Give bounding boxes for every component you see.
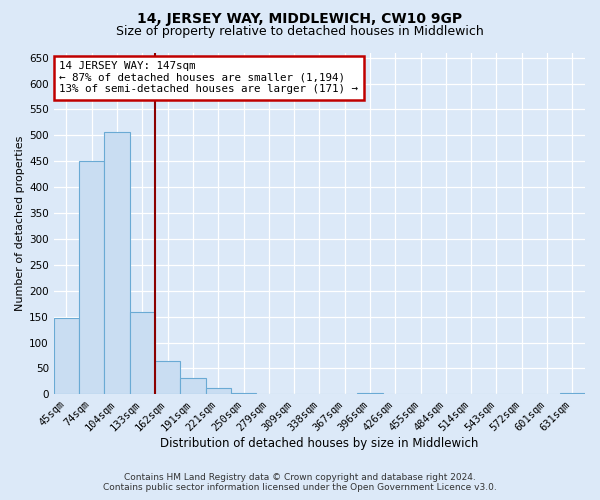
Bar [206, 388, 231, 394]
Bar [180, 378, 206, 394]
Bar [130, 312, 155, 394]
Bar [155, 360, 180, 394]
Bar [231, 393, 256, 394]
Bar [104, 132, 130, 394]
Y-axis label: Number of detached properties: Number of detached properties [15, 136, 25, 311]
Text: 14 JERSEY WAY: 147sqm
← 87% of detached houses are smaller (1,194)
13% of semi-d: 14 JERSEY WAY: 147sqm ← 87% of detached … [59, 61, 358, 94]
Text: 14, JERSEY WAY, MIDDLEWICH, CW10 9GP: 14, JERSEY WAY, MIDDLEWICH, CW10 9GP [137, 12, 463, 26]
X-axis label: Distribution of detached houses by size in Middlewich: Distribution of detached houses by size … [160, 437, 479, 450]
Bar [54, 318, 79, 394]
Bar [79, 162, 104, 394]
Text: Size of property relative to detached houses in Middlewich: Size of property relative to detached ho… [116, 25, 484, 38]
Text: Contains HM Land Registry data © Crown copyright and database right 2024.
Contai: Contains HM Land Registry data © Crown c… [103, 473, 497, 492]
Bar [560, 393, 585, 394]
